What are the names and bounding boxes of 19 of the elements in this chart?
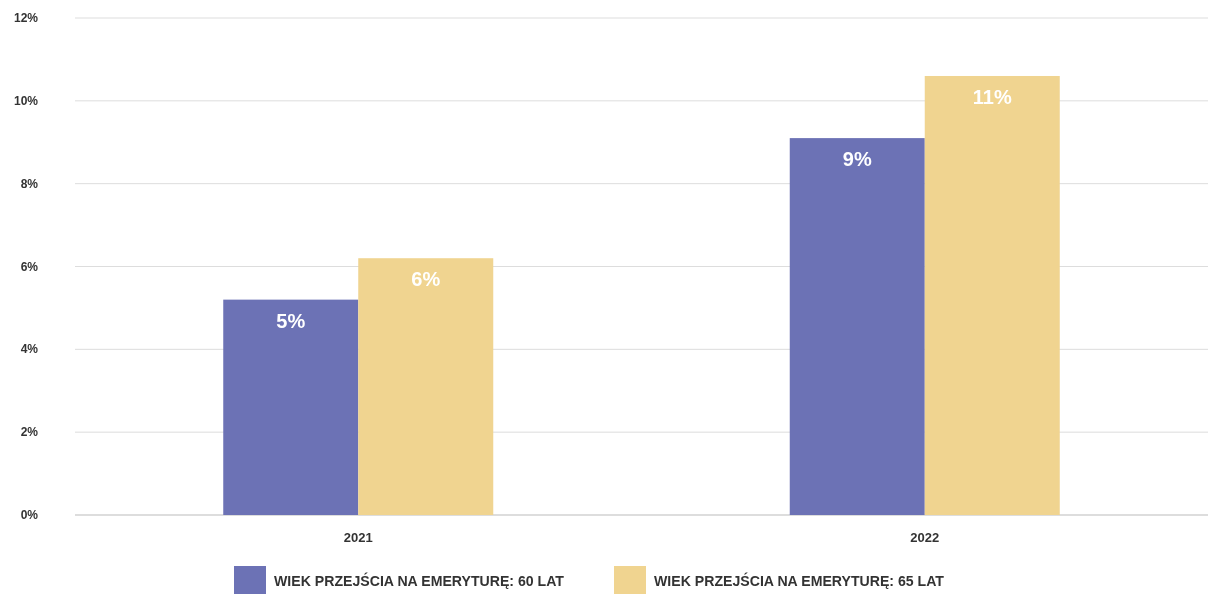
legend-label: WIEK PRZEJŚCIA NA EMERYTURĘ: 60 LAT	[274, 572, 565, 589]
bar	[789, 138, 925, 515]
x-tick-label: 2022	[910, 530, 940, 545]
y-tick-label: 2%	[20, 425, 39, 440]
bar	[223, 299, 359, 515]
y-tick-label: 0%	[20, 508, 39, 522]
bar	[924, 75, 1060, 515]
y-tick-label: 12%	[13, 11, 39, 25]
data-label: 11%	[972, 85, 1012, 108]
legend-label: WIEK PRZEJŚCIA NA EMERYTURĘ: 65 LAT	[654, 572, 945, 589]
x-tick-label: 2021	[343, 530, 373, 545]
y-tick-label: 4%	[20, 342, 39, 357]
y-tick-label: 6%	[20, 259, 39, 274]
y-tick-label: 8%	[20, 176, 39, 191]
y-tick-label: 10%	[13, 93, 39, 108]
bar	[358, 258, 494, 515]
data-label: 9%	[842, 148, 872, 171]
data-label: 6%	[411, 268, 441, 291]
data-label: 5%	[276, 309, 306, 332]
